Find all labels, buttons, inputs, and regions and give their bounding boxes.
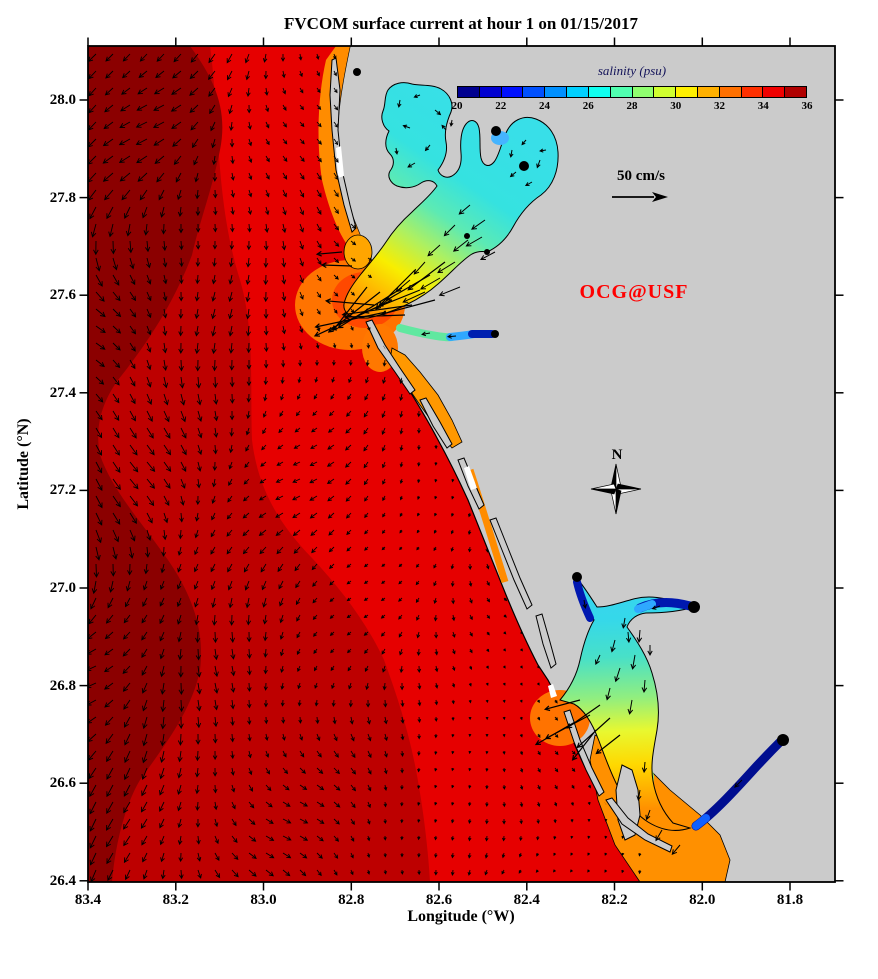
colorbar-segment [610,87,633,97]
colorbar-tick-label: 24 [539,100,550,112]
x-tick-label: 83.2 [162,892,189,908]
colorbar-segment [697,87,720,97]
bay-current-vectors [377,94,743,856]
colorbar-tick-label: 20 [451,100,463,112]
barrier-island [365,319,416,395]
y-tick-label: 27.2 [49,482,76,499]
river-mouth-marker [777,734,789,746]
y-tick-label: 27.6 [49,287,76,304]
colorbar-tick-label: 34 [757,100,769,112]
colorbar-segment [654,87,677,97]
river-mouth-marker [484,249,490,255]
colorbar-segment [501,87,524,97]
x-tick-label: 82.0 [689,892,716,908]
boca-ciega-bay [343,234,373,270]
colorbar-segment [785,87,806,97]
river-mouth-marker [572,572,582,582]
river-mouth-marker [688,601,700,613]
colorbar-segment [567,87,589,97]
watermark-text: OCG@USF [579,281,689,303]
river-ribbon [691,736,786,831]
colorbar-segment [458,87,480,97]
colorbar-segment [588,87,611,97]
vector-scale-label: 50 cm/s [617,168,665,184]
compass-rose [590,463,642,515]
river-mouth-marker [519,161,529,171]
x-tick-label: 82.4 [513,892,540,908]
colorbar-segment [545,87,568,97]
x-tick-label: 83.4 [74,892,102,908]
colorbar-tick-label: 36 [801,100,813,112]
barrier-island [419,397,453,449]
y-tick-label: 28.0 [49,92,76,108]
river-mouth-marker [353,68,361,76]
river-mouth-marker [491,126,501,136]
x-tick-label: 83.0 [250,892,277,908]
colorbar-tick-label: 32 [714,100,725,112]
river-mouth-marker [464,233,470,239]
y-tick-label: 26.6 [49,775,76,792]
barrier-island [535,613,557,669]
x-tick-label: 82.8 [338,892,365,908]
colorbar-segment [676,87,698,97]
barrier-island [489,517,533,610]
shoal-sliver [336,146,344,178]
x-axis-label: Longitude (°W) [407,908,515,925]
x-tick-label: 82.2 [601,892,628,908]
barrier-island [605,797,673,853]
compass-north-label: N [611,447,623,463]
colorbar-segment [523,87,546,97]
colorbar-tick-label: 30 [670,100,682,112]
figure-title: FVCOM surface current at hour 1 on 01/15… [284,14,638,33]
colorbar-title: salinity (psu) [597,63,667,78]
map-layers [88,46,835,882]
plot-frame [87,45,836,883]
river-ribbon [692,814,710,830]
y-tick-label: 27.4 [49,384,76,401]
river-ribbon [573,578,594,622]
river-ribbon [634,600,656,613]
x-tick-label: 81.8 [776,892,804,908]
colorbar-segment [741,87,764,97]
x-tick-label: 82.6 [425,892,453,908]
colorbar-tick-label: 28 [626,100,638,112]
colorbar-tick-label: 26 [582,100,594,112]
colorbar-segment [763,87,786,97]
y-tick-label: 26.8 [49,677,76,694]
colorbar [457,86,807,98]
colorbar-segment [719,87,742,97]
colorbar-tick-label: 22 [495,100,507,112]
y-tick-label: 26.4 [49,872,76,889]
shoal-sliver [548,684,557,698]
gulf-high-salinity-band [88,46,223,882]
axis-ticks [79,37,844,891]
barrier-island [563,709,605,797]
river-mouth-marker [491,330,499,338]
barrier-island [329,57,357,233]
tidal-jet-vectors [313,250,621,761]
y-tick-label: 27.8 [49,189,76,206]
shoal-sliver [464,466,477,490]
y-tick-label: 27.0 [49,580,76,596]
colorbar-segment [632,87,655,97]
scale-arrow [612,192,668,202]
colorbar-segment [479,87,502,97]
